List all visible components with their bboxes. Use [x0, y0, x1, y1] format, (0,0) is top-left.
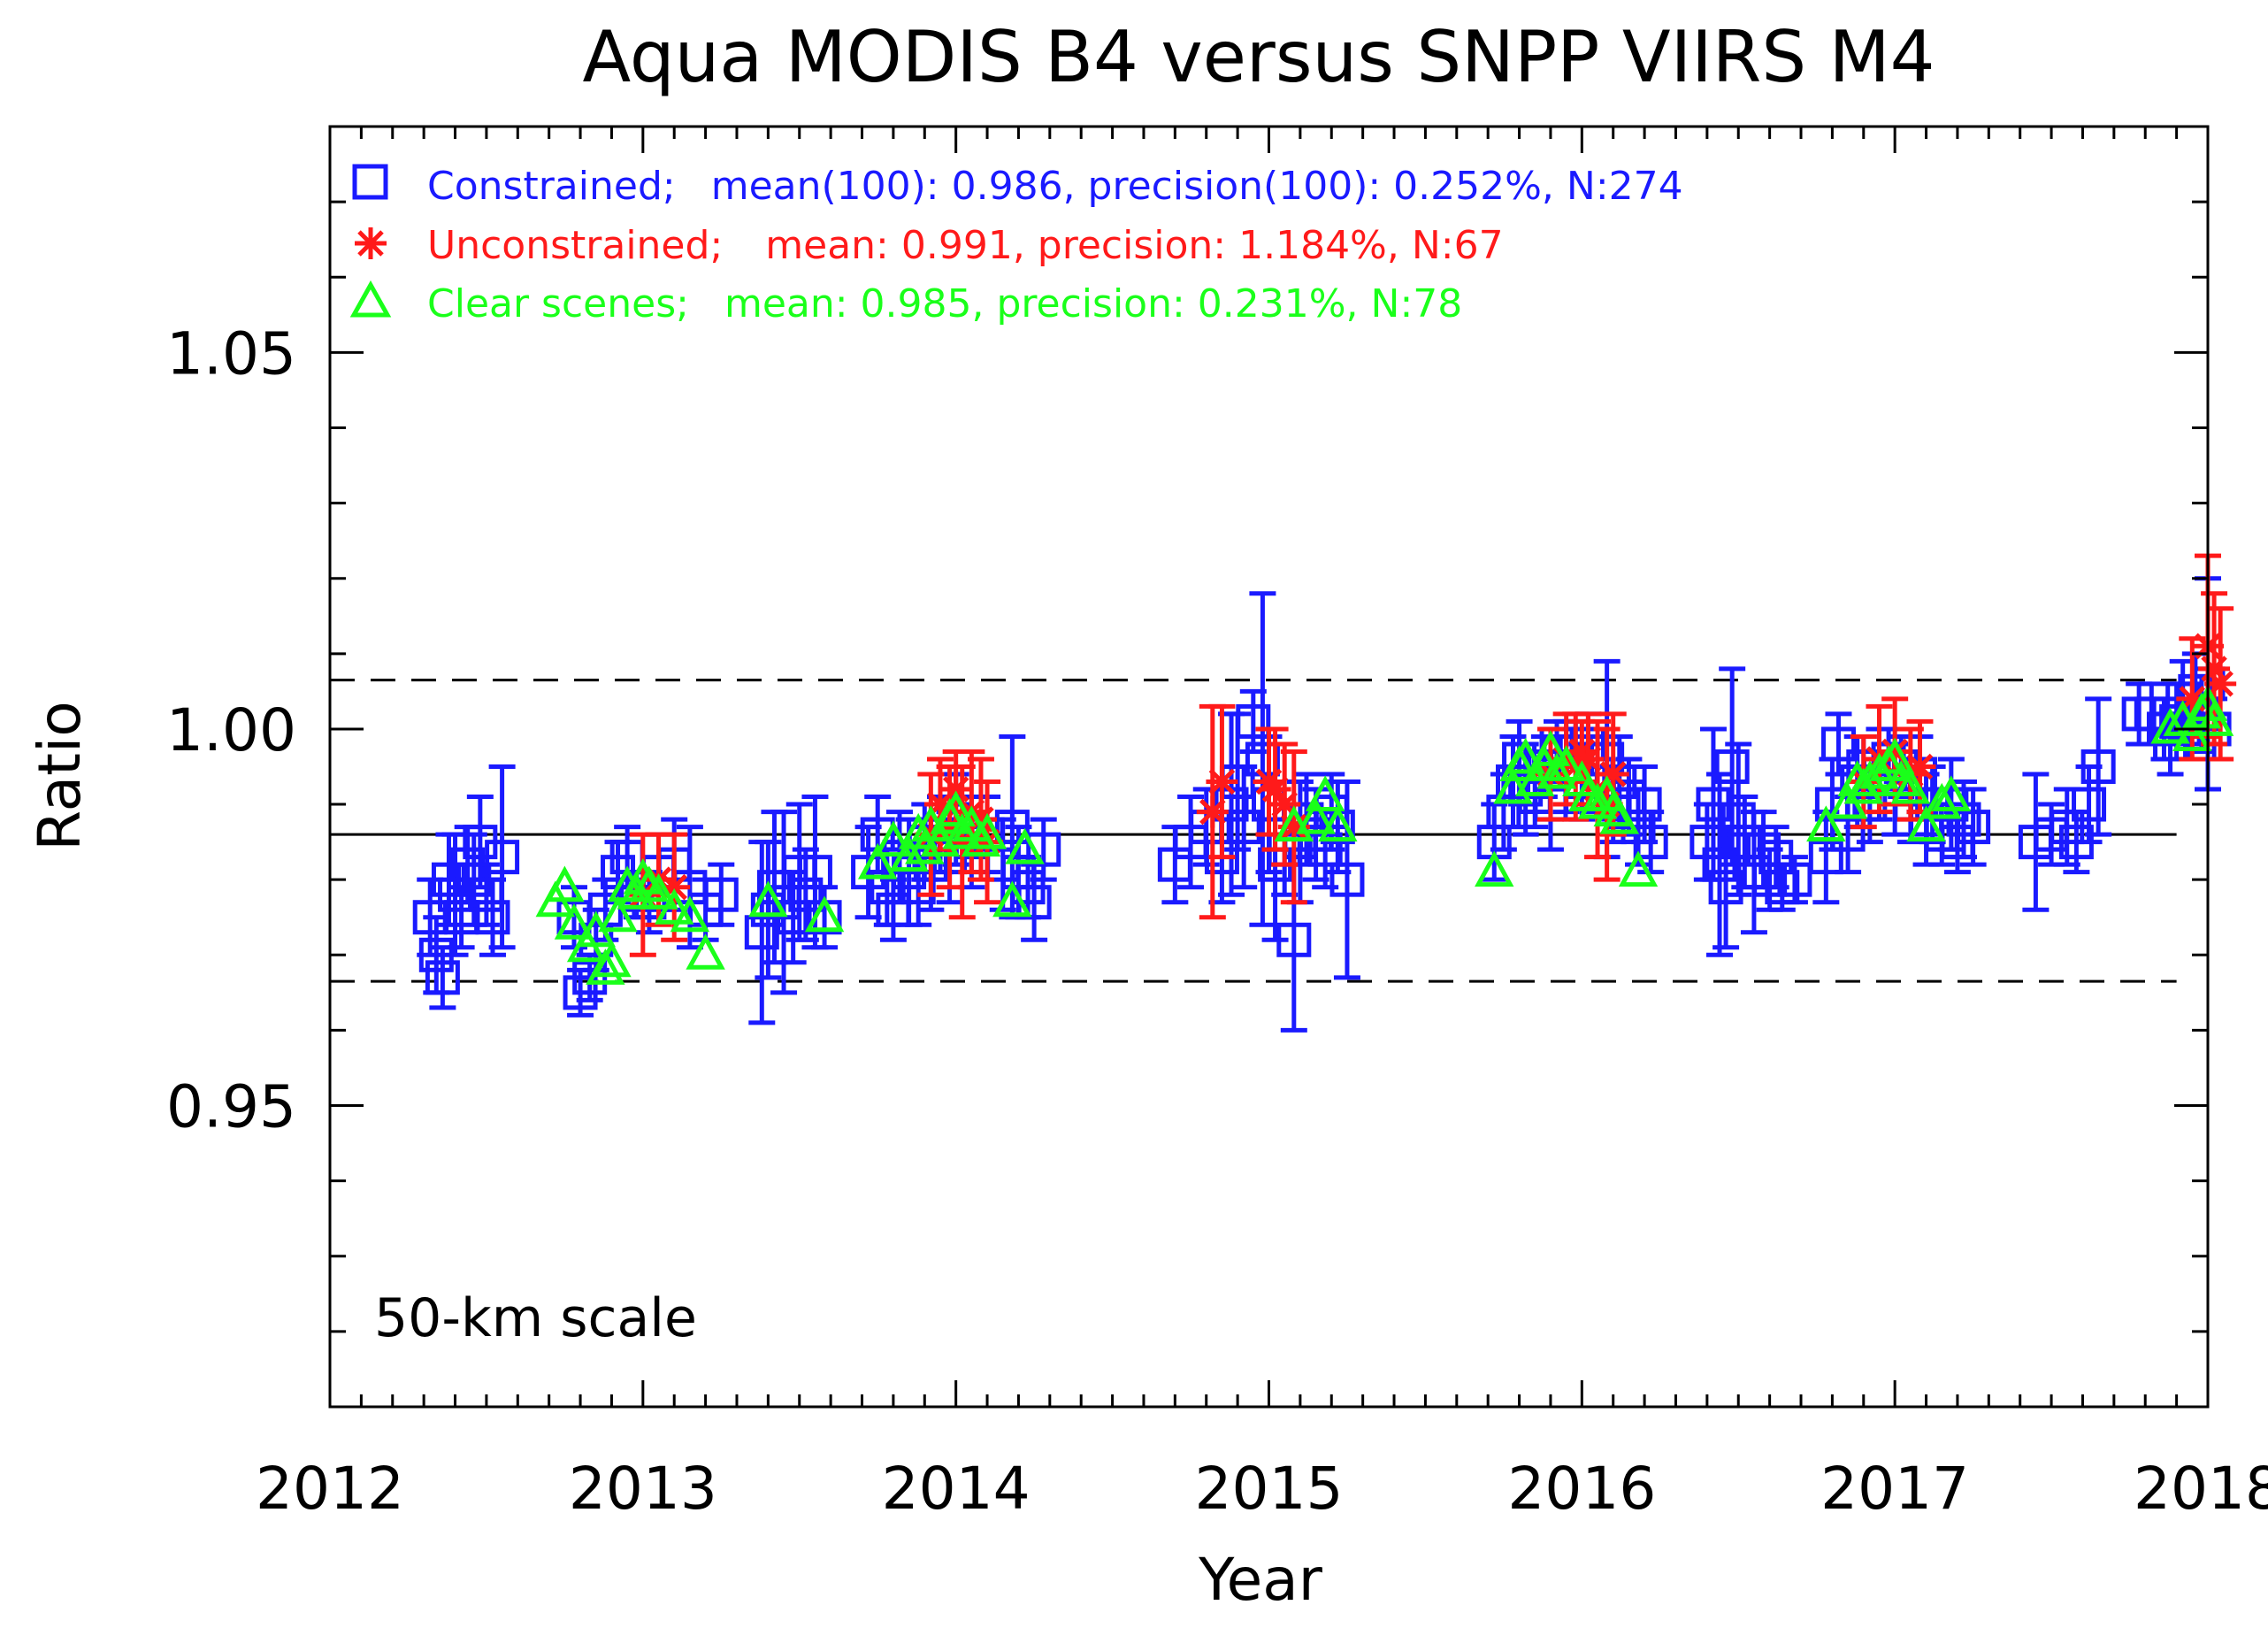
data-point [1546, 745, 1586, 781]
data-point [1777, 862, 1812, 897]
series-constrained [412, 576, 2232, 1033]
data-point [1296, 797, 1336, 834]
data-point [1536, 752, 1577, 789]
legend-square-icon [352, 164, 388, 200]
plot-area [330, 553, 2237, 1033]
data-point [425, 960, 460, 995]
data-point [1633, 825, 1668, 860]
data-point [804, 895, 845, 933]
x-tick-label: 2012 [256, 1455, 404, 1523]
legend-name: Constrained [427, 164, 663, 209]
legend-stats: mean(100): 0.986, precision(100): 0.252%… [711, 164, 1683, 209]
x-tick-label: 2013 [569, 1455, 717, 1523]
data-point [992, 880, 1032, 918]
y-axis-label: Ratio [26, 701, 94, 850]
x-tick-label: 2017 [1820, 1455, 1969, 1523]
data-point [2204, 667, 2237, 700]
data-point [1226, 810, 1261, 845]
data-point [900, 870, 936, 905]
data-point [788, 877, 824, 912]
data-point [639, 872, 678, 910]
data-point [889, 835, 929, 872]
x-tick-label: 2018 [2134, 1455, 2268, 1523]
chart-title: Aqua MODIS B4 versus SNPP VIIRS M4 [583, 16, 1935, 98]
y-tick-label: 1.05 [166, 319, 296, 388]
data-point [1276, 922, 1312, 957]
data-point [572, 960, 608, 995]
data-point [485, 840, 520, 875]
data-point [1599, 797, 1640, 834]
data-point [554, 903, 594, 940]
data-point [592, 941, 632, 978]
data-point [1874, 737, 1915, 774]
data-point [1318, 805, 1358, 842]
data-point [1806, 805, 1846, 842]
data-point [2150, 707, 2190, 744]
data-point [1530, 730, 1571, 766]
data-point [545, 865, 585, 902]
legend-name: Unconstrained [427, 223, 709, 268]
data-point [1830, 817, 1866, 852]
data-point [475, 900, 510, 935]
data-point [1956, 810, 1991, 845]
data-point [703, 877, 739, 912]
data-point [1236, 703, 1271, 739]
data-point [1577, 782, 1618, 819]
data-point [873, 820, 914, 857]
data-point [1475, 850, 1514, 887]
data-point [967, 812, 1008, 849]
data-point [2194, 700, 2234, 736]
legend-entry-clear-scenes: Clear scenes; mean: 0.985, precision: 0.2… [427, 281, 1462, 326]
data-point [1329, 862, 1365, 897]
data-point [1305, 775, 1345, 812]
data-point [905, 827, 945, 864]
data-point [1690, 825, 1725, 860]
legend-asterisk-icon [355, 227, 387, 259]
data-point [857, 842, 898, 879]
data-point [1808, 840, 1843, 875]
data-point [1714, 749, 1750, 784]
data-point [1931, 775, 1972, 812]
data-point [670, 895, 710, 933]
data-point [939, 773, 972, 806]
axes: 2012 2013 2014 2015 2016 2017 2018 0.95 1.00 1.05 [166, 127, 2268, 1523]
data-point [936, 790, 976, 827]
x-tick-label: 2016 [1507, 1455, 1656, 1523]
y-tick-label: 1.00 [166, 696, 296, 764]
x-tick-label: 2014 [882, 1455, 1031, 1523]
legend-stats: mean: 0.985, precision: 0.231%, N:78 [724, 281, 1462, 326]
data-point [1618, 850, 1659, 887]
data-point [2080, 749, 2116, 784]
data-point [1906, 805, 1946, 842]
data-point [686, 933, 725, 970]
x-axis-label: Year [1198, 1546, 1323, 1614]
legend-name: Clear scenes [427, 281, 676, 326]
data-point [1890, 767, 1931, 804]
scale-annotation: 50-km scale [374, 1287, 697, 1349]
data-point [748, 880, 788, 918]
series-clear-scenes [535, 685, 2234, 985]
data-point [1627, 787, 1662, 822]
legend-stats: mean: 0.991, precision: 1.184%, N:67 [765, 223, 1503, 268]
data-point [1820, 726, 1856, 762]
data-point [598, 895, 638, 933]
data-point [1005, 827, 1045, 864]
data-point [655, 888, 694, 925]
data-point [942, 812, 982, 849]
legend-entry-constrained: Constrained; mean(100): 0.986, precision(… [427, 164, 1683, 209]
data-point [1922, 782, 1962, 819]
data-point [1206, 765, 1238, 798]
legend: Constrained; mean(100): 0.986, precision(… [349, 164, 1683, 326]
legend-triangle-icon [349, 280, 392, 318]
y-tick-label: 0.95 [166, 1073, 296, 1141]
data-point [1506, 737, 1545, 774]
legend-entry-unconstrained: Unconstrained; mean: 0.991, precision: 1.… [427, 223, 1504, 268]
x-tick-label: 2015 [1195, 1455, 1344, 1523]
data-point [2072, 787, 2107, 822]
data-point [1026, 832, 1061, 867]
